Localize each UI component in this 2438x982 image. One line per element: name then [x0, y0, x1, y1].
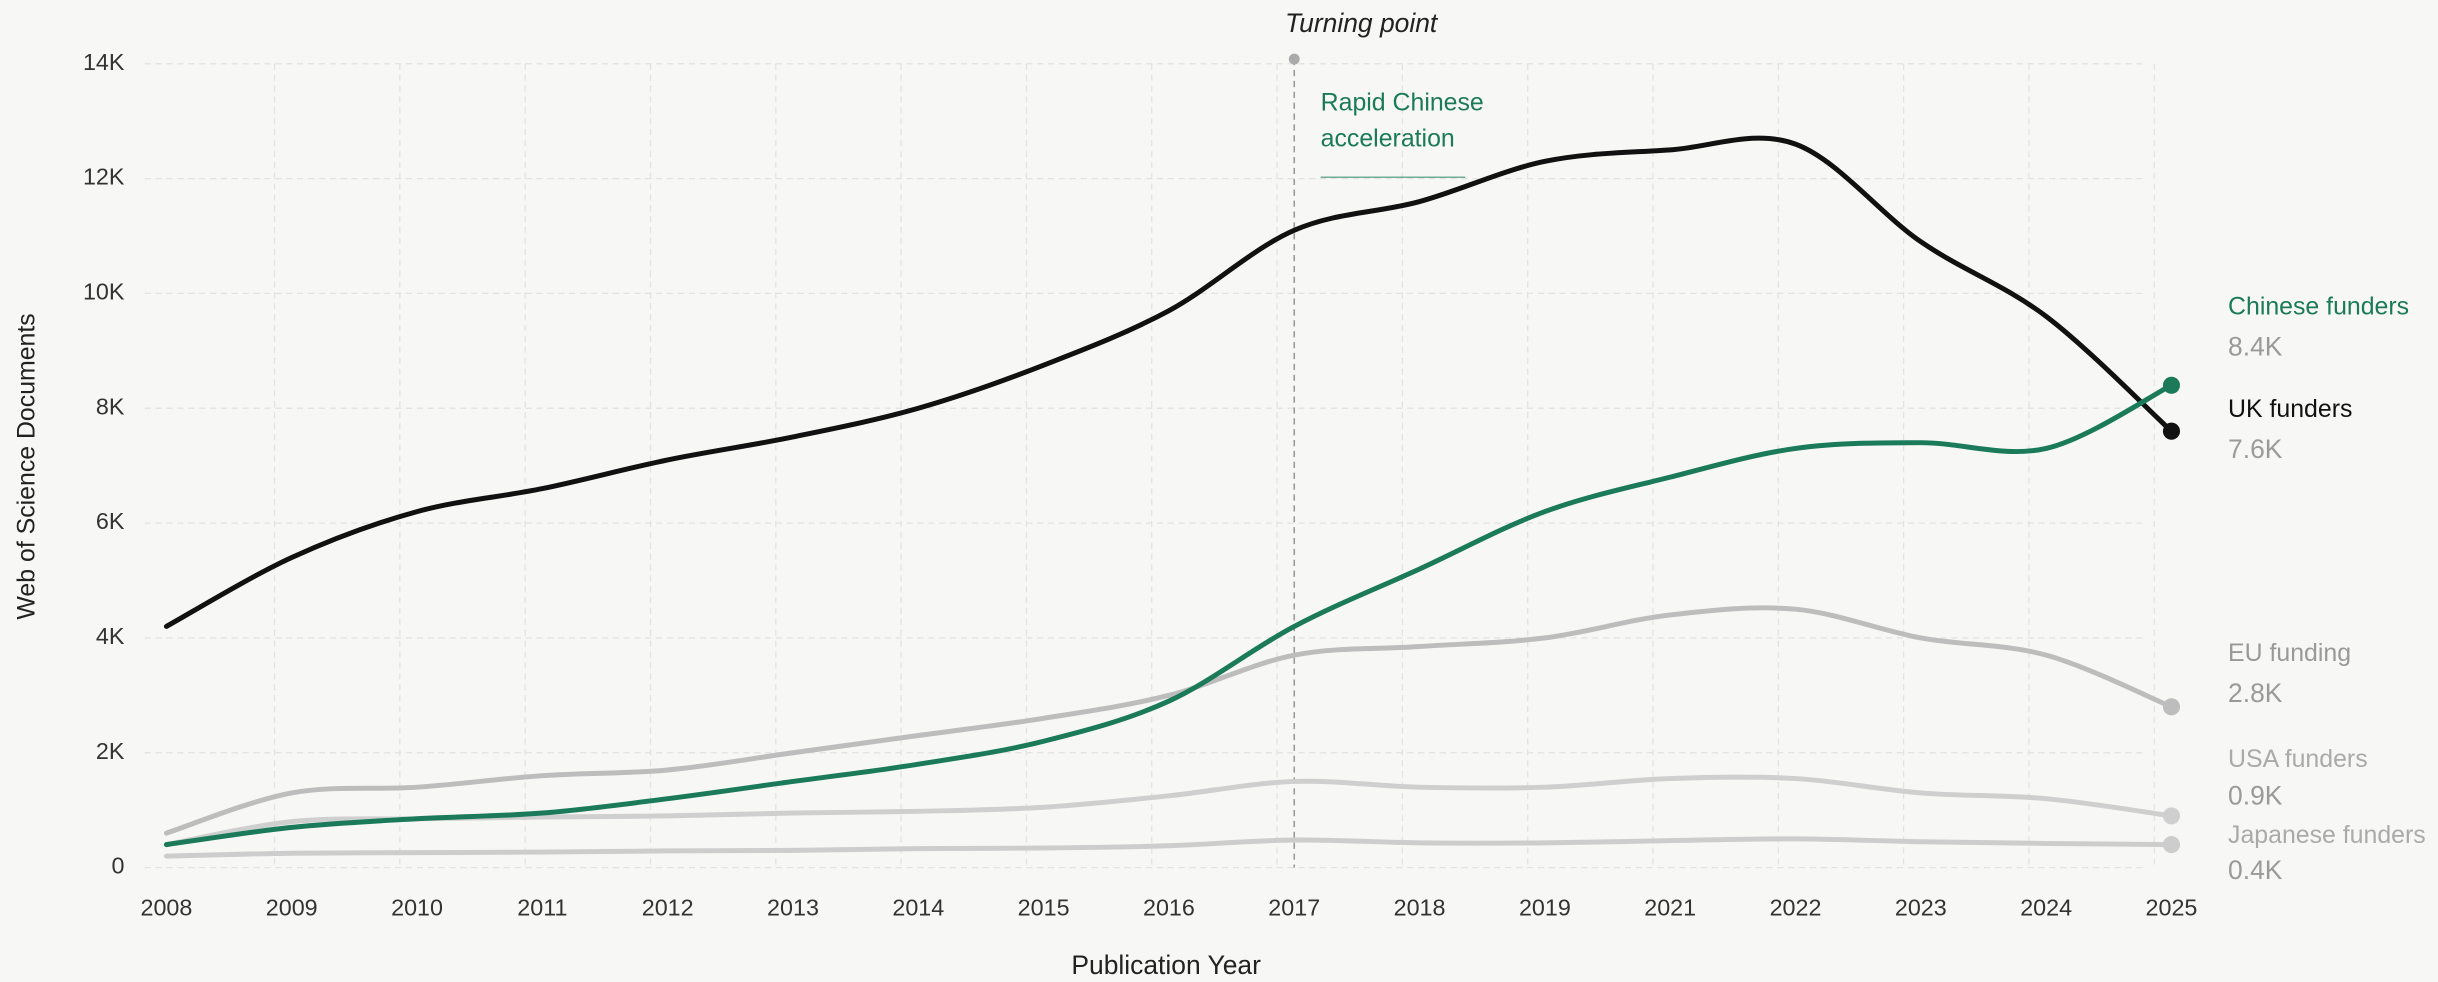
x-tick-label: 2012: [642, 895, 694, 921]
y-axis-title: Web of Science Documents: [13, 313, 41, 619]
x-tick-label: 2008: [140, 895, 192, 921]
y-tick-label: 10K: [83, 279, 125, 305]
value-label: 7.6K: [2228, 434, 2283, 464]
series-line: [163, 135, 2174, 629]
legend-label: Chinese funders: [2228, 292, 2409, 320]
x-tick-label: 2016: [1143, 895, 1195, 921]
series-line: [163, 382, 2174, 848]
x-tick-label: 2017: [1268, 895, 1320, 921]
y-tick-label: 8K: [96, 393, 125, 419]
x-tick-label: 2018: [1394, 895, 1446, 921]
series-line: [163, 836, 2174, 859]
annotation-text: acceleration: [1321, 124, 1455, 152]
x-tick-label: 2022: [1770, 895, 1822, 921]
annotation-dot: [1288, 53, 1300, 65]
legend-label: USA funders: [2228, 745, 2368, 773]
end-point: [2162, 376, 2181, 394]
x-axis-title: Publication Year: [1071, 950, 1261, 980]
x-tick-label: 2019: [1519, 895, 1571, 921]
end-point: [2162, 807, 2181, 825]
y-tick-label: 0: [111, 853, 124, 879]
annotation-title: Turning point: [1285, 8, 1439, 38]
x-tick-label: 2021: [1644, 895, 1696, 921]
end-point: [2162, 422, 2181, 440]
end-point: [2162, 698, 2181, 716]
x-tick-label: 2010: [391, 895, 443, 921]
x-tick-label: 2015: [1018, 895, 1070, 921]
y-tick-label: 6K: [96, 508, 125, 534]
annotation-text: Rapid Chinese: [1321, 89, 1484, 117]
x-tick-label: 2025: [2146, 895, 2198, 921]
y-tick-label: 12K: [83, 164, 125, 190]
series-line: [163, 774, 2174, 848]
value-label: 0.4K: [2228, 855, 2283, 885]
legend-label: Japanese funders: [2228, 821, 2426, 849]
series-line: [163, 605, 2174, 836]
legend-label: EU funding: [2228, 639, 2351, 667]
y-tick-label: 2K: [96, 738, 125, 764]
end-point: [2162, 836, 2181, 854]
x-tick-label: 2024: [2020, 895, 2072, 921]
value-label: 0.9K: [2228, 781, 2283, 811]
value-label: 2.8K: [2228, 678, 2283, 708]
value-label: 8.4K: [2228, 331, 2283, 361]
x-tick-label: 2009: [266, 895, 318, 921]
x-tick-label: 2011: [517, 895, 567, 921]
x-tick-label: 2014: [892, 895, 944, 921]
y-tick-label: 14K: [83, 49, 125, 75]
x-tick-label: 2023: [1895, 895, 1947, 921]
y-tick-label: 4K: [96, 623, 125, 649]
legend-label: UK funders: [2228, 395, 2352, 423]
x-tick-label: 2013: [767, 895, 819, 921]
